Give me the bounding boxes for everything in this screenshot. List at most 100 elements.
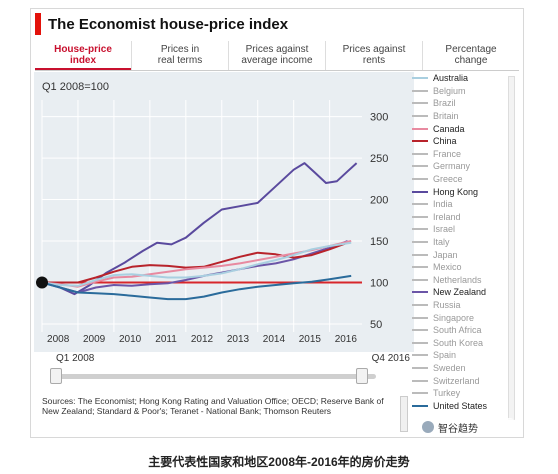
legend-item[interactable]: Brazil (412, 97, 520, 110)
legend-item[interactable]: Spain (412, 349, 520, 362)
slider-end-handle[interactable] (356, 368, 368, 384)
legend-item[interactable]: United States (412, 399, 520, 412)
legend-item[interactable]: Britain (412, 110, 520, 123)
series-line-australia (41, 241, 352, 287)
legend-label: Singapore (433, 312, 475, 323)
legend-item[interactable]: Italy (412, 236, 520, 249)
legend-swatch (412, 354, 428, 357)
chart-title: Q1 2008=100 (42, 81, 109, 93)
tab-prices-against-rents[interactable]: Prices against rents (325, 41, 422, 70)
legend-item[interactable]: India (412, 198, 520, 211)
title-bar: The Economist house-price index (31, 9, 523, 39)
legend-swatch (412, 115, 428, 118)
legend-item[interactable]: Hong Kong (412, 185, 520, 198)
legend-swatch (412, 178, 428, 181)
start-point-marker (36, 276, 48, 289)
legend-swatch (412, 266, 428, 269)
date-range-slider: Q1 2008 Q4 2016 (34, 352, 414, 390)
legend-label: Canada (433, 123, 465, 134)
legend-item[interactable]: Germany (412, 160, 520, 173)
slider-track[interactable] (60, 374, 376, 379)
legend-item[interactable]: Netherlands (412, 274, 520, 287)
legend-label: Israel (433, 224, 456, 235)
legend-label: Japan (433, 249, 458, 260)
legend-swatch (412, 140, 428, 143)
legend-label: India (433, 199, 453, 210)
legend-item[interactable]: South Africa (412, 324, 520, 337)
legend-swatch (412, 77, 428, 80)
legend-label: Belgium (433, 85, 466, 96)
y-tick-label: 250 (370, 153, 388, 165)
legend-swatch (412, 102, 428, 105)
x-tick-label: 2011 (155, 334, 177, 345)
y-tick-label: 50 (370, 319, 382, 331)
legend-swatch (412, 329, 428, 332)
page-title: The Economist house-price index (48, 15, 289, 33)
legend-label: United States (433, 400, 488, 411)
legend-swatch (412, 215, 428, 218)
legend-item[interactable]: South Korea (412, 336, 520, 349)
legend-label: France (433, 148, 462, 159)
y-tick-label: 300 (370, 112, 388, 124)
legend-item[interactable]: Russia (412, 299, 520, 312)
legend-item[interactable]: Sweden (412, 362, 520, 375)
legend-item[interactable]: Singapore (412, 311, 520, 324)
legend-item[interactable]: Japan (412, 248, 520, 261)
tab-house-price-index[interactable]: House-price index (35, 41, 131, 70)
legend-swatch (412, 241, 428, 244)
legend-swatch (412, 278, 428, 281)
country-legend: Australia Belgium Brazil Britain Canada China… (412, 72, 520, 432)
slider-end-label: Q4 2016 (371, 353, 410, 364)
legend-swatch (412, 165, 428, 168)
x-tick-label: 2013 (227, 334, 250, 345)
chart-area: Q1 2008=100 50 100 150 200 250 300 2008 2009 2010… (34, 72, 414, 362)
legend-label: New Zealand (433, 287, 487, 298)
legend-item[interactable]: Ireland (412, 211, 520, 224)
legend-swatch (412, 190, 428, 193)
legend-swatch (412, 127, 428, 130)
tab-prices-real-terms[interactable]: Prices in real terms (131, 41, 228, 70)
legend-swatch (412, 291, 428, 294)
legend-swatch (412, 341, 428, 344)
legend-item[interactable]: Belgium (412, 85, 520, 98)
line-chart: Q1 2008=100 50 100 150 200 250 300 2008 2009 2010… (34, 72, 414, 362)
tab-percentage-change[interactable]: Percentage change (422, 41, 519, 70)
legend-label: Mexico (433, 262, 462, 273)
legend-item[interactable]: Australia (412, 72, 520, 85)
title-accent-mark (35, 13, 41, 35)
series-line-new-zealand (41, 240, 348, 294)
legend-item[interactable]: Mexico (412, 261, 520, 274)
x-tick-label: 2015 (299, 334, 322, 345)
legend-scrollbar[interactable] (508, 76, 515, 420)
legend-item[interactable]: Switzerland (412, 374, 520, 387)
legend-item[interactable]: Israel (412, 223, 520, 236)
tab-prices-against-income[interactable]: Prices against average income (228, 41, 325, 70)
legend-item[interactable]: Turkey (412, 387, 520, 400)
legend-label: Germany (433, 161, 471, 172)
legend-label: South Korea (433, 337, 484, 348)
watermark-text: 智谷趋势 (438, 423, 478, 435)
sources-scrollbar[interactable] (400, 396, 408, 432)
legend-swatch (412, 379, 428, 382)
legend-label: Britain (433, 111, 459, 122)
legend-label: Hong Kong (433, 186, 479, 197)
legend-label: Italy (433, 237, 450, 248)
legend-label: South Africa (433, 325, 482, 336)
slider-start-handle[interactable] (50, 368, 62, 384)
legend-item[interactable]: China (412, 135, 520, 148)
y-tick-label: 150 (370, 236, 388, 248)
figure-caption: 主要代表性国家和地区2008年-2016年的房价走势 (148, 455, 410, 469)
series-line-canada (41, 240, 352, 288)
legend-label: Russia (433, 299, 461, 310)
legend-item[interactable]: Canada (412, 122, 520, 135)
legend-item[interactable]: France (412, 148, 520, 161)
x-tick-label: 2009 (83, 334, 106, 345)
x-tick-label: 2012 (191, 334, 214, 345)
legend-item[interactable]: Greece (412, 173, 520, 186)
legend-item[interactable]: New Zealand (412, 286, 520, 299)
slider-start-label: Q1 2008 (56, 353, 95, 364)
legend-swatch (412, 89, 428, 92)
legend-label: Sweden (433, 362, 466, 373)
x-tick-label: 2008 (47, 334, 70, 345)
x-tick-label: 2014 (263, 334, 286, 345)
